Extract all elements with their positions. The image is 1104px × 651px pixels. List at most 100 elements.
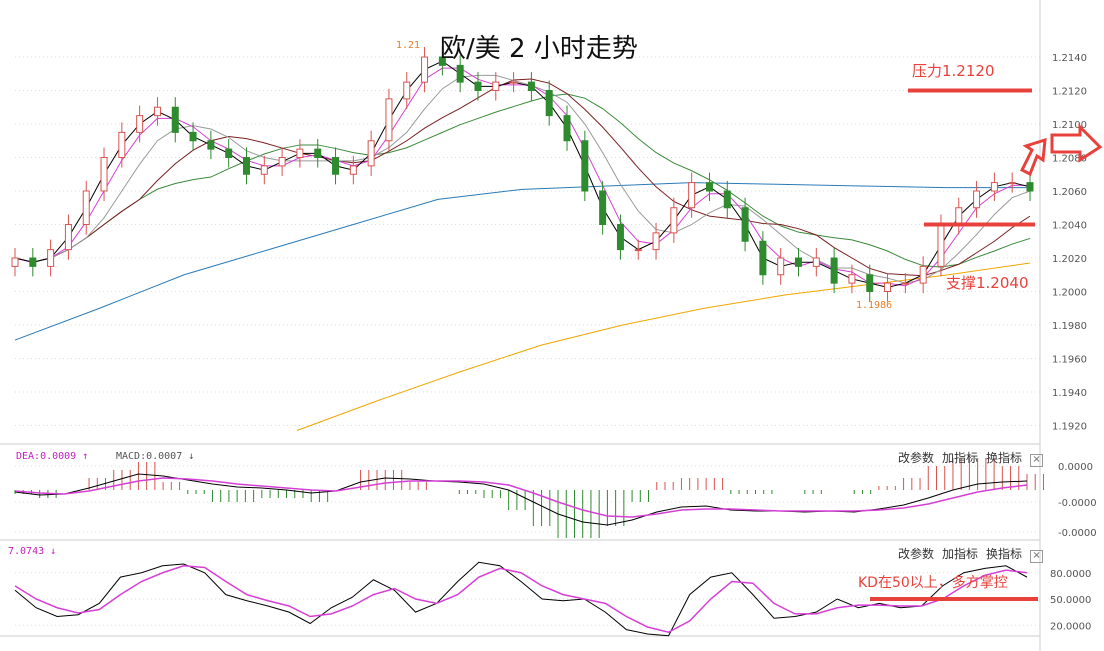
kd-note: KD在50以上，多方掌控 (858, 575, 1008, 591)
up-arrow-icon (1019, 137, 1047, 177)
ma-gray-line (14, 74, 1031, 284)
candle-body (349, 165, 357, 175)
kd-tick-label: 80.0000 (1050, 569, 1091, 580)
macd-tick-label: 0.0000 (1058, 462, 1093, 473)
candle-body (47, 249, 55, 267)
candle-body (545, 90, 553, 117)
candle-body (82, 190, 90, 225)
candle-body (1026, 182, 1034, 192)
candle-body (278, 157, 286, 167)
y-tick-label: 1.2120 (1052, 87, 1087, 98)
y-tick-label: 1.1980 (1052, 321, 1087, 332)
switch-indicator-button[interactable]: 换指标 (986, 547, 1023, 561)
change-params-button[interactable]: 改参数 (898, 451, 935, 465)
candle-body (527, 81, 535, 91)
candle-body (438, 56, 446, 66)
macd-value: MACD:0.0007 ↓ (116, 451, 195, 462)
candle-body (153, 106, 161, 117)
candle-body (866, 274, 874, 292)
candle-body (225, 148, 233, 158)
macd-dea-value: DEA:0.0009 ↑ (16, 451, 89, 462)
candle-body (456, 64, 464, 83)
ma-green-line (14, 93, 1031, 268)
candle-body (563, 115, 571, 142)
candle-body (11, 257, 19, 267)
switch-indicator-button[interactable]: 换指标 (986, 451, 1023, 465)
candle-body (795, 257, 803, 267)
candle-body (812, 257, 820, 267)
right-arrow-icon (1050, 123, 1103, 163)
add-indicator-button[interactable]: 加指标 (942, 547, 979, 561)
ma-brown-line (14, 78, 1031, 277)
y-tick-label: 1.2100 (1052, 120, 1087, 131)
candle-body (421, 56, 429, 83)
candle-body (332, 157, 340, 175)
candle-body (741, 207, 749, 242)
macd-tick-label: -0.0000 (1058, 498, 1097, 509)
y-tick-label: 1.1960 (1052, 355, 1087, 366)
candle-body (581, 140, 589, 192)
candle-body (705, 182, 713, 192)
candle-body (403, 81, 411, 100)
y-tick-label: 1.2000 (1052, 288, 1087, 299)
candle-body (830, 257, 838, 284)
kd-tick-label: 50.0000 (1050, 595, 1091, 606)
macd-tick-label: -0.0000 (1058, 528, 1097, 539)
close-icon[interactable]: × (1030, 454, 1044, 467)
y-tick-label: 1.2080 (1052, 154, 1087, 165)
candle-body (884, 282, 892, 292)
candle-body (492, 81, 500, 91)
y-tick-label: 1.2140 (1052, 53, 1087, 64)
candle-body (1008, 182, 1016, 185)
close-icon[interactable]: × (1030, 550, 1044, 563)
y-tick-label: 1.1940 (1052, 388, 1087, 399)
kd-value: 7.0743 ↓ (8, 546, 57, 557)
candle-body (990, 182, 998, 192)
candle-body (652, 232, 660, 251)
candle-body (242, 157, 250, 175)
support-label: 支撑1.2040 (946, 274, 1029, 292)
candle-body (848, 274, 856, 284)
macd-dea-line (14, 477, 1028, 518)
y-tick-label: 1.1920 (1052, 422, 1087, 433)
candle-body (118, 131, 126, 158)
candle-body (136, 115, 144, 133)
candle-body (314, 148, 322, 158)
candle-body (207, 140, 215, 150)
add-indicator-button[interactable]: 加指标 (942, 451, 979, 465)
candle-body (474, 81, 482, 91)
candle-body (510, 81, 518, 84)
ma-yellow-line (296, 262, 1031, 431)
resistance-label: 压力1.2120 (912, 62, 995, 80)
candle-body (634, 249, 642, 252)
chart-title: 欧/美 2 小时走势 (440, 34, 638, 64)
low-price-label: 1.1986 (856, 300, 893, 311)
high-price-label: 1.21 (396, 40, 421, 51)
ma-pink-line (14, 67, 1030, 287)
kd-tick-label: 20.0000 (1050, 621, 1091, 632)
candle-body (64, 224, 72, 251)
y-tick-label: 1.2060 (1052, 187, 1087, 198)
candle-body (759, 240, 767, 276)
ma-blue-line (14, 182, 1030, 341)
candle-body (367, 140, 375, 167)
macd-dif-line (14, 473, 1028, 526)
candle-body (937, 224, 945, 267)
candle-body (599, 190, 607, 225)
y-tick-label: 1.2040 (1052, 221, 1087, 232)
kd-d-line (14, 564, 1028, 634)
candle-body (171, 106, 179, 133)
candle-body (670, 207, 678, 234)
macd-toolbar: 改参数 加指标 换指标 × (890, 449, 1044, 467)
candle-body (616, 224, 624, 251)
candle-body (901, 282, 909, 285)
change-params-button[interactable]: 改参数 (898, 547, 935, 561)
kd-k-line (14, 561, 1028, 637)
candle-body (385, 98, 393, 142)
kd-toolbar: 改参数 加指标 换指标 × (890, 545, 1044, 563)
candle-body (189, 131, 197, 142)
candle-body (688, 182, 696, 209)
ma-black-line (14, 60, 1031, 288)
candle-body (100, 157, 108, 192)
candle-body (955, 207, 963, 225)
